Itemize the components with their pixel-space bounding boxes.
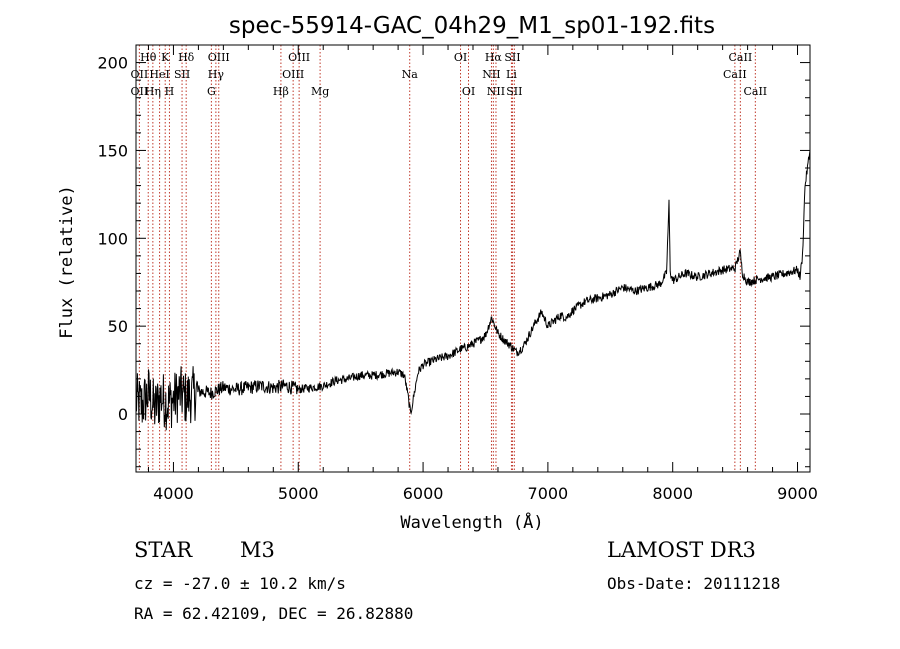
line-label: SII [506, 85, 522, 98]
line-label: CaII [723, 68, 747, 81]
line-label: CaII [743, 85, 767, 98]
line-label: Hβ [273, 85, 289, 98]
x-axis-label: Wavelength (Å) [400, 511, 543, 533]
line-label: OI [454, 51, 467, 64]
line-label: Hδ [178, 51, 195, 64]
line-label: K [161, 51, 170, 64]
line-label: NII [482, 68, 500, 81]
object-class: STAR [134, 538, 193, 562]
line-label: OI [462, 85, 475, 98]
x-tick-label: 9000 [777, 484, 818, 503]
line-label: OII [131, 68, 149, 81]
line-label: HeI [149, 68, 169, 81]
line-label: Na [402, 68, 419, 81]
x-tick-label: 8000 [652, 484, 693, 503]
y-tick-label: 200 [97, 54, 128, 73]
x-tick-label: 6000 [403, 484, 444, 503]
redshift-readout: cz = -27.0 ± 10.2 km/s [134, 574, 346, 593]
y-tick-label: 50 [108, 317, 128, 336]
y-tick-label: 150 [97, 141, 128, 160]
line-label: Hη [145, 85, 161, 98]
x-axis-ticks: 4000 5000 6000 7000 8000 9000 [147, 45, 818, 503]
x-tick-label: 5000 [278, 484, 319, 503]
line-label: G [207, 85, 216, 98]
line-label: Li [506, 68, 517, 81]
line-label: Hθ [140, 51, 157, 64]
y-tick-label: 100 [97, 229, 128, 248]
x-tick-label: 4000 [153, 484, 194, 503]
line-label: OIII [288, 51, 310, 64]
survey-name: LAMOST DR3 [607, 538, 756, 562]
line-label: OIII [208, 51, 230, 64]
line-label: OII [131, 85, 149, 98]
sky-coordinates: RA = 62.42109, DEC = 26.82880 [134, 604, 414, 623]
line-label: Hα [485, 51, 503, 64]
x-tick-label: 7000 [528, 484, 569, 503]
line-markers [138, 45, 756, 472]
y-axis-label: Flux (relative) [57, 185, 77, 339]
line-label: NII [487, 85, 505, 98]
line-label: H [165, 85, 175, 98]
y-tick-label: 0 [118, 405, 128, 424]
spectrum-line [135, 150, 811, 431]
line-label: CaII [729, 51, 753, 64]
line-label: SII [174, 68, 190, 81]
y-axis-ticks: 0 50 100 150 200 [97, 44, 810, 468]
line-label: Mg [311, 85, 329, 98]
line-label: OIII [282, 68, 304, 81]
plot-frame [135, 44, 811, 473]
chart-title: spec-55914-GAC_04h29_M1_sp01-192.fits [229, 13, 715, 39]
line-label: Hγ [208, 68, 225, 81]
line-label: SII [504, 51, 520, 64]
observation-date: Obs-Date: 20111218 [607, 574, 781, 593]
object-subclass: M3 [240, 538, 275, 562]
